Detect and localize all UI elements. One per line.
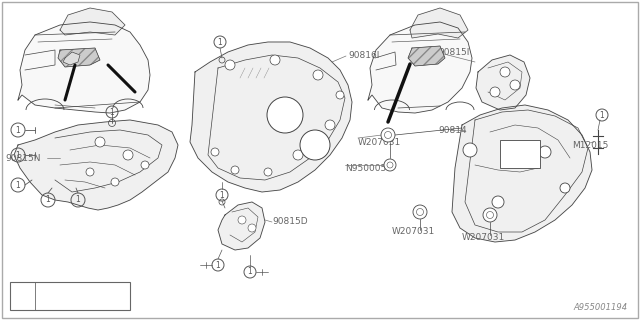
Text: W207031: W207031 <box>392 228 435 236</box>
Text: N950005: N950005 <box>345 164 387 172</box>
Text: W207027: W207027 <box>40 292 83 300</box>
Polygon shape <box>18 22 150 113</box>
Circle shape <box>510 80 520 90</box>
Circle shape <box>483 208 497 222</box>
Text: 1: 1 <box>45 196 51 204</box>
Polygon shape <box>218 202 265 250</box>
Circle shape <box>141 161 149 169</box>
Text: 90816I: 90816I <box>348 51 380 60</box>
Text: 1: 1 <box>109 108 115 116</box>
Text: 90814: 90814 <box>438 125 467 134</box>
FancyBboxPatch shape <box>10 282 130 310</box>
Text: 90815N: 90815N <box>5 154 40 163</box>
Polygon shape <box>452 105 592 242</box>
Circle shape <box>264 168 272 176</box>
Circle shape <box>111 178 119 186</box>
Circle shape <box>492 196 504 208</box>
Polygon shape <box>63 52 80 65</box>
Polygon shape <box>190 42 352 192</box>
Polygon shape <box>60 8 125 35</box>
Circle shape <box>539 146 551 158</box>
Circle shape <box>500 67 510 77</box>
FancyBboxPatch shape <box>500 140 540 168</box>
Text: W207031: W207031 <box>462 234 505 243</box>
Text: 1: 1 <box>216 260 220 269</box>
Circle shape <box>95 137 105 147</box>
Text: 1: 1 <box>22 292 28 300</box>
Text: 1: 1 <box>15 125 20 134</box>
Polygon shape <box>410 8 468 38</box>
Text: 1: 1 <box>15 150 20 159</box>
Circle shape <box>225 60 235 70</box>
Circle shape <box>384 159 396 171</box>
Circle shape <box>211 148 219 156</box>
Circle shape <box>560 183 570 193</box>
Text: 1: 1 <box>15 180 20 189</box>
Circle shape <box>313 70 323 80</box>
Circle shape <box>267 97 303 133</box>
Circle shape <box>325 120 335 130</box>
Polygon shape <box>58 48 100 67</box>
Polygon shape <box>476 55 530 110</box>
Circle shape <box>293 150 303 160</box>
Polygon shape <box>408 46 445 66</box>
Circle shape <box>490 87 500 97</box>
Polygon shape <box>14 120 178 210</box>
Circle shape <box>300 130 330 160</box>
Text: 1: 1 <box>248 268 252 276</box>
Circle shape <box>381 128 395 142</box>
Text: W207031: W207031 <box>358 138 401 147</box>
Circle shape <box>248 224 256 232</box>
Circle shape <box>336 91 344 99</box>
Circle shape <box>231 166 239 174</box>
Circle shape <box>463 143 477 157</box>
Text: 1: 1 <box>76 196 81 204</box>
Text: 90815I: 90815I <box>438 47 469 57</box>
Circle shape <box>123 150 133 160</box>
Polygon shape <box>368 22 472 113</box>
Circle shape <box>238 216 246 224</box>
Text: 1: 1 <box>600 110 604 119</box>
Text: 1: 1 <box>220 190 225 199</box>
Text: A955001194: A955001194 <box>574 303 628 313</box>
Circle shape <box>86 168 94 176</box>
Text: 1: 1 <box>218 37 222 46</box>
Circle shape <box>270 55 280 65</box>
Text: M12015: M12015 <box>572 140 609 149</box>
Text: 90815D: 90815D <box>272 218 308 227</box>
Circle shape <box>413 205 427 219</box>
